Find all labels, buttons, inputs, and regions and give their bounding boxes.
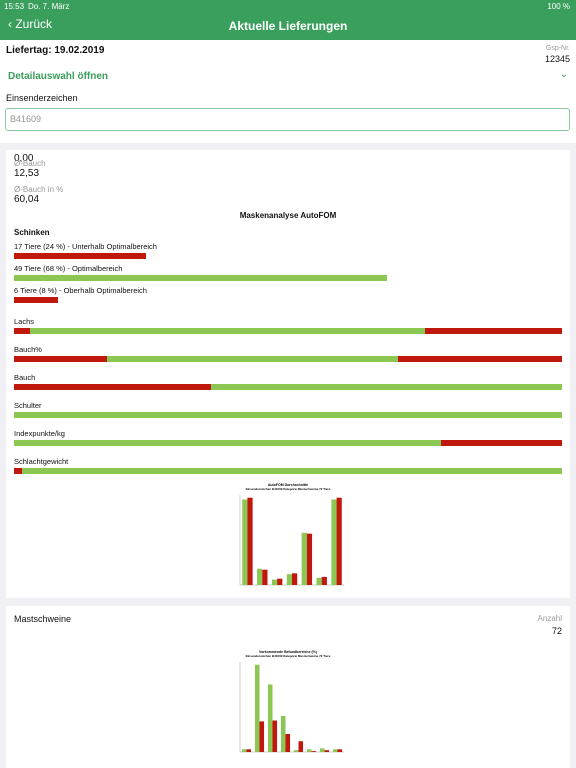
bar xyxy=(301,532,307,585)
bar xyxy=(241,749,247,752)
mastschweine-card: Mastschweine Anzahl 72 Vorkommende Befun… xyxy=(6,606,570,768)
stat-value: 0,00 xyxy=(14,153,34,164)
chevron[interactable]: ⌄ xyxy=(559,69,568,80)
range-label: 6 Tiere (8 %) - Oberhalb Optimalbereich xyxy=(14,286,147,295)
bar xyxy=(246,749,252,752)
bar xyxy=(324,750,330,752)
back-label[interactable]: Zurück xyxy=(15,17,53,31)
bar-segment xyxy=(14,328,31,334)
bar xyxy=(331,499,337,585)
bar xyxy=(262,569,268,585)
bar-label: Bauch xyxy=(14,373,36,382)
bar xyxy=(267,684,273,752)
einsender-label: Einsenderzeichen xyxy=(6,93,78,103)
stat-label: Ø-Bauch in % xyxy=(14,185,64,194)
bar xyxy=(311,751,317,752)
card-label: Mastschweine xyxy=(14,614,72,624)
bar xyxy=(277,578,283,585)
bar-segment xyxy=(211,384,562,390)
bar xyxy=(292,573,298,585)
bar xyxy=(257,568,263,585)
header-panel: Liefertag: 19.02.2019 Gsp-Nr. 12345 Deta… xyxy=(0,40,576,143)
bar xyxy=(293,750,299,752)
bar xyxy=(306,533,313,585)
chart-subtitle: Einsenderzeichen B41609 Kategorie Mastsc… xyxy=(246,654,331,658)
section-title: Schinken xyxy=(14,228,50,237)
bar xyxy=(272,720,278,752)
gsp-value: 12345 xyxy=(544,54,570,64)
analysis-title: Maskenanalyse AutoFOM xyxy=(239,211,337,220)
range-label: 17 Tiere (24 %) - Unterhalb Optimalberei… xyxy=(14,242,157,251)
bar xyxy=(259,721,265,752)
stat-value: 12,53 xyxy=(14,168,40,179)
gsp-label: Gsp-Nr. xyxy=(545,45,570,52)
count-label: Anzahl xyxy=(537,614,562,623)
bar xyxy=(280,716,286,752)
bar-segment xyxy=(22,468,562,474)
bar xyxy=(285,734,291,752)
bar xyxy=(336,497,342,585)
chart-subtitle: Einsenderzeichen B41609 Kategorie Mastsc… xyxy=(246,487,331,491)
bar-segment xyxy=(425,328,562,334)
bar-label: Schulter xyxy=(14,401,42,410)
bar xyxy=(319,748,325,752)
nav-title: Aktuelle Lieferungen xyxy=(228,19,348,33)
bar xyxy=(271,579,278,585)
bar-segment xyxy=(441,440,562,446)
range-bar xyxy=(14,253,146,259)
bar-segment xyxy=(14,356,108,362)
bar-label: Lachs xyxy=(14,317,35,326)
bar-segment xyxy=(107,356,398,362)
analysis-card: 0,00 Ø-Bauch 12,53 Ø-Bauch in % 60,04 Maskena… xyxy=(6,150,570,598)
bar-segment xyxy=(14,440,442,446)
bar-segment xyxy=(14,412,562,418)
bar xyxy=(298,741,304,752)
bar xyxy=(332,749,338,752)
bar-label: Bauch% xyxy=(14,345,42,354)
bar xyxy=(286,574,292,585)
bar xyxy=(242,499,248,585)
range-bar xyxy=(14,297,58,303)
status-time: 15:53 xyxy=(4,2,25,11)
status-battery: 100 % xyxy=(547,2,570,11)
liefertag: Liefertag: 19.02.2019 xyxy=(6,45,105,56)
mini-chart: Vorkommende Befundbereiche (%)Einsenderz… xyxy=(239,650,344,753)
stat-label: Ø-Bauch xyxy=(14,159,46,168)
einsender-input[interactable]: B41609 xyxy=(5,108,570,131)
bar-segment xyxy=(14,384,212,390)
top-bar: 15:53 Do. 7. März 100 % ‹ Zurück Aktuell… xyxy=(0,0,576,40)
range-label: 49 Tiere (68 %) - Optimalbereich xyxy=(14,264,123,273)
chart-title: AutoFOM Durchschnitte xyxy=(268,483,308,487)
status-date: Do. 7. März xyxy=(28,2,70,11)
bar-segment xyxy=(14,468,23,474)
bar-segment xyxy=(30,328,425,334)
bar xyxy=(247,497,253,585)
bar-segment xyxy=(397,356,562,362)
stat-value: 60,04 xyxy=(14,194,40,205)
back-button[interactable]: ‹ Zurück xyxy=(8,17,53,31)
detail-toggle[interactable]: Detailauswahl öffnen xyxy=(8,71,109,82)
bar xyxy=(254,664,260,752)
einsender-value[interactable]: B41609 xyxy=(10,114,42,124)
bar xyxy=(337,749,343,752)
bar xyxy=(316,577,322,585)
bar-label: Schlachtgewicht xyxy=(14,457,69,466)
bar xyxy=(306,749,312,752)
count-value: 72 xyxy=(551,626,562,636)
bar-label: Indexpunkte/kg xyxy=(14,429,65,438)
bar xyxy=(321,576,327,585)
chart-title: Vorkommende Befundbereiche (%) xyxy=(259,650,317,654)
range-bar xyxy=(14,275,387,281)
